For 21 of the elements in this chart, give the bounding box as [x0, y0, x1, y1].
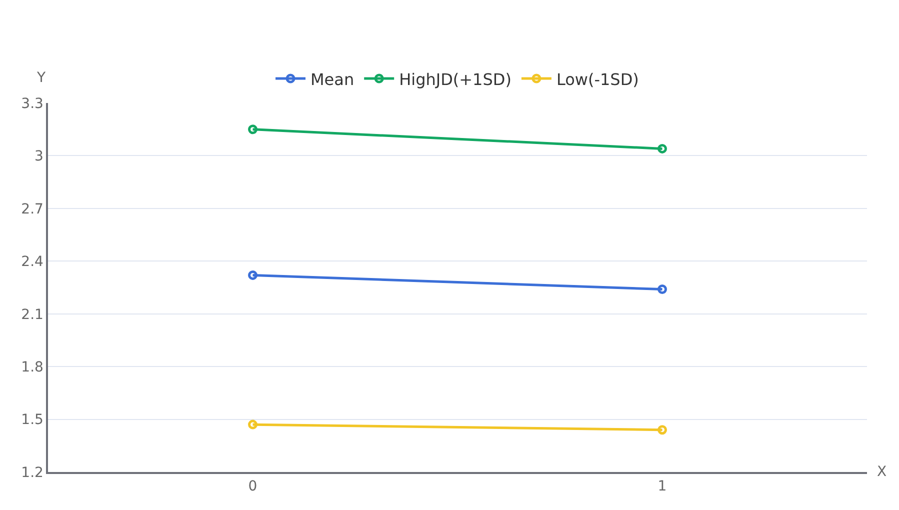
legend-label: Mean — [310, 70, 354, 89]
legend-label: Low(-1SD) — [556, 70, 639, 89]
y-axis-title: Y — [36, 70, 46, 86]
y-tick-label: 2.7 — [21, 201, 44, 218]
point — [658, 425, 667, 435]
y-tick-label: 1.5 — [21, 412, 44, 428]
y-tick-label: 1.2 — [21, 464, 44, 481]
point — [248, 124, 258, 134]
y-tick-label: 3.3 — [21, 96, 44, 112]
y-tick-label: 2.4 — [21, 254, 44, 270]
point — [658, 284, 667, 294]
y-tick-label: 1.8 — [21, 359, 44, 376]
point — [248, 420, 258, 430]
x-tick-label: 0 — [248, 478, 258, 495]
legend-label: HighJD(+1SD) — [399, 70, 512, 89]
point — [658, 144, 667, 154]
y-tick-label: 3 — [34, 148, 44, 165]
point — [248, 270, 258, 280]
y-tick-label: 2.1 — [21, 306, 44, 323]
x-tick-label: 1 — [658, 478, 667, 495]
x-axis-title: X — [877, 464, 887, 480]
